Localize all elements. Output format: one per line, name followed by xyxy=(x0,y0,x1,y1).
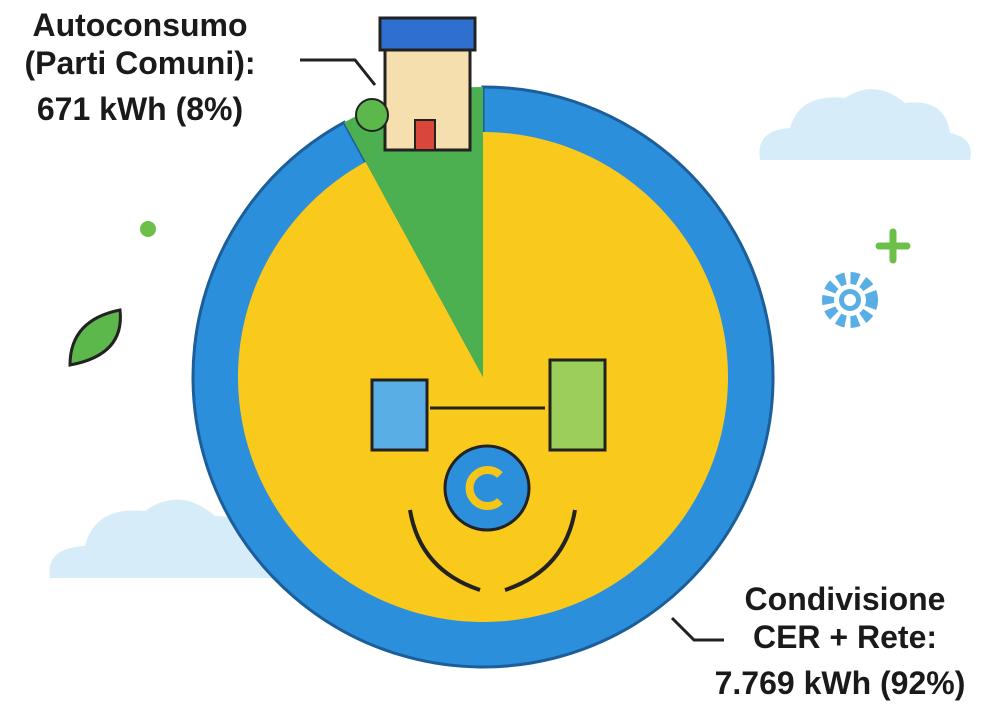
slice-label: Condivisione CER + Rete: xyxy=(710,580,980,656)
value-label: 7.769 kWh (92%) xyxy=(680,664,1000,702)
value-label: 671 kWh (8%) xyxy=(5,90,275,128)
slice-label: Autoconsumo (Parti Comuni): xyxy=(5,6,275,82)
page: Autoconsumo (Parti Comuni): 671 kWh (8%)… xyxy=(0,0,1000,705)
